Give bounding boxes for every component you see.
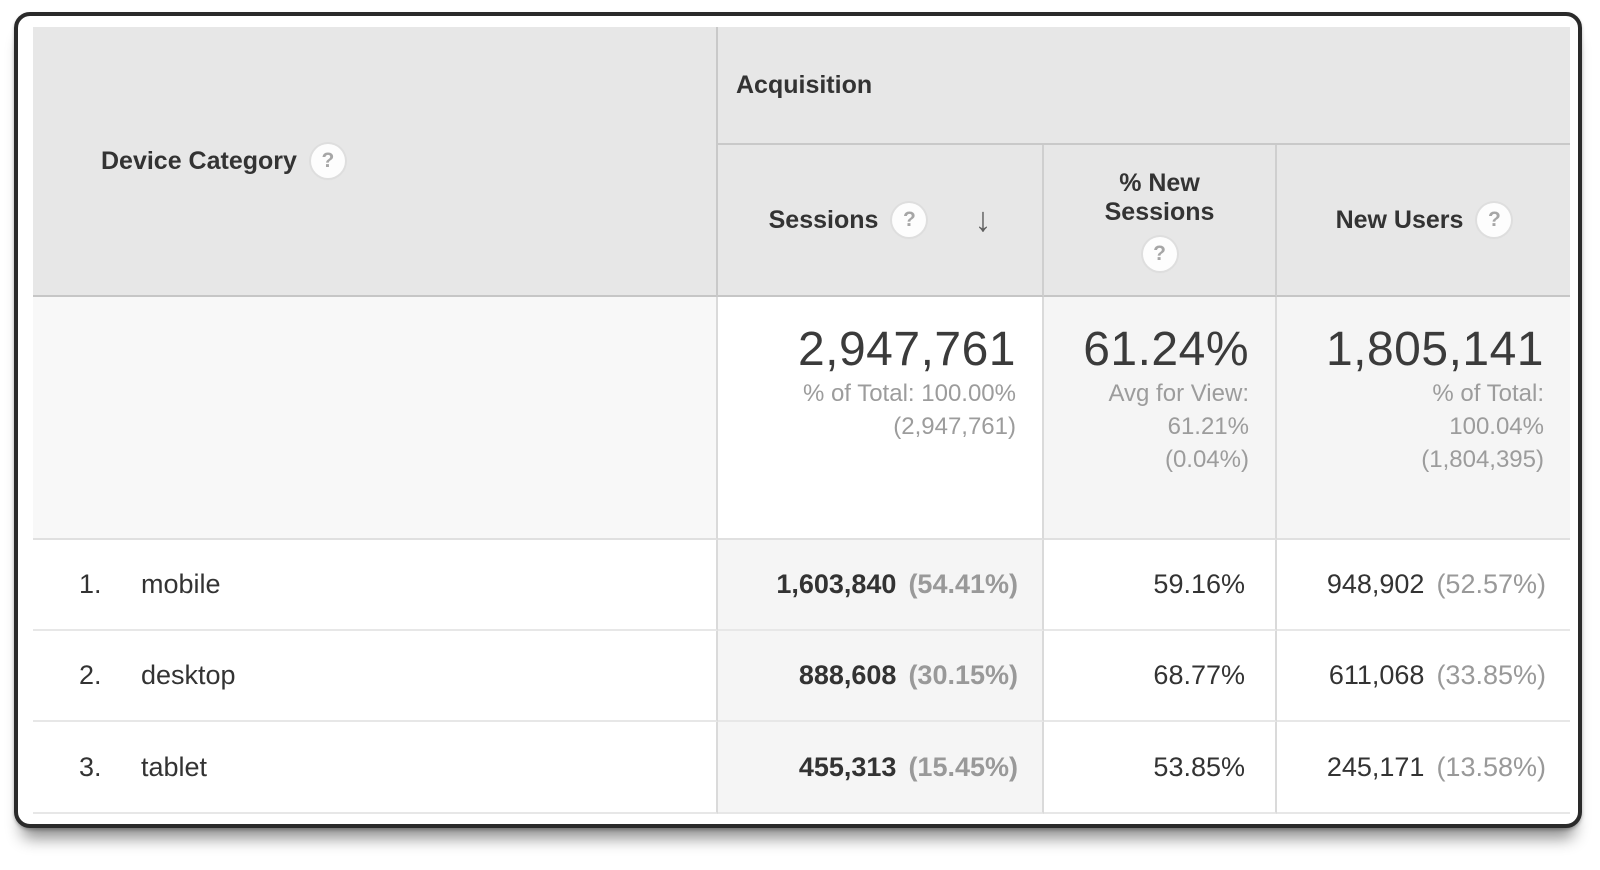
- sessions-percent: (15.45%): [908, 751, 1018, 782]
- summary-new-users-cell: 1,805,141 % of Total: 100.04% (1,804,395…: [1277, 297, 1570, 540]
- sessions-cell: 455,313 (15.45%): [718, 722, 1044, 814]
- summary-dimension-cell: [33, 297, 718, 540]
- pct-new-sessions-total-subtext: (0.04%): [1164, 445, 1249, 473]
- group-header-acquisition: Acquisition: [718, 27, 1570, 145]
- pct-new-sessions-value: 59.16%: [1153, 569, 1245, 599]
- column-header-device-category[interactable]: Device Category ?: [33, 27, 718, 297]
- pct-new-sessions-total-value: 61.24%: [1083, 323, 1249, 376]
- new-users-total-value: 1,805,141: [1325, 323, 1544, 376]
- new-users-total-subtext: (1,804,395): [1421, 445, 1544, 473]
- pct-new-sessions-cell: 53.85%: [1044, 722, 1277, 814]
- new-users-value: 611,068: [1328, 660, 1425, 690]
- new-users-cell: 948,902 (52.57%): [1277, 540, 1570, 631]
- help-icon[interactable]: ?: [310, 144, 345, 178]
- table-row-dimension: 3. tablet: [33, 722, 718, 814]
- device-label: tablet: [141, 751, 208, 782]
- pct-new-sessions-value: 53.85%: [1153, 751, 1245, 782]
- new-users-cell: 611,068 (33.85%): [1277, 631, 1570, 722]
- sessions-cell: 1,603,840 (54.41%): [718, 540, 1044, 631]
- pct-new-sessions-cell: 59.16%: [1044, 540, 1277, 631]
- summary-pct-new-sessions-cell: 61.24% Avg for View: 61.21% (0.04%): [1044, 297, 1277, 540]
- new-users-total-subtext: 100.04%: [1449, 412, 1544, 440]
- help-glyph: ?: [1488, 208, 1501, 231]
- new-users-cell: 245,171 (13.58%): [1277, 722, 1570, 814]
- new-users-value: 245,171: [1326, 751, 1425, 782]
- sessions-value: 888,608: [798, 660, 897, 690]
- device-category-report-table: Device Category ? Acquisition Sessions ?…: [33, 27, 1570, 814]
- summary-sessions-cell: 2,947,761 % of Total: 100.00% (2,947,761…: [718, 297, 1044, 540]
- pct-new-sessions-value: 68.77%: [1153, 660, 1245, 690]
- sessions-value: 455,313: [798, 751, 897, 782]
- sessions-total-subtext: (2,947,761): [893, 412, 1016, 440]
- pct-new-sessions-total-subtext: 61.21%: [1167, 412, 1249, 440]
- acquisition-header-label: Acquisition: [736, 70, 873, 99]
- help-glyph: ?: [902, 208, 916, 231]
- table-row-dimension: 1. mobile: [33, 540, 718, 631]
- help-glyph: ?: [1153, 241, 1166, 265]
- sessions-value: 1,603,840: [776, 569, 897, 599]
- column-header-pct-new-sessions[interactable]: % New Sessions ?: [1044, 145, 1277, 297]
- report-card: Device Category ? Acquisition Sessions ?…: [14, 12, 1582, 828]
- column-header-sessions[interactable]: Sessions ? ↓: [718, 145, 1044, 297]
- sessions-cell: 888,608 (30.15%): [718, 631, 1044, 722]
- new-users-value: 948,902: [1326, 569, 1425, 599]
- help-icon[interactable]: ?: [892, 203, 927, 237]
- help-glyph: ?: [321, 149, 335, 172]
- new-users-header-label: New Users: [1335, 205, 1464, 234]
- table-row-dimension: 2. desktop: [33, 631, 718, 722]
- sessions-header-label: Sessions: [768, 205, 879, 234]
- sort-descending-icon: ↓: [974, 201, 992, 239]
- device-label: desktop: [141, 660, 236, 690]
- sessions-percent: (54.41%): [908, 569, 1018, 599]
- sessions-percent: (30.15%): [908, 660, 1018, 690]
- new-users-percent: (52.57%): [1436, 569, 1546, 599]
- sessions-total-subtext: % of Total: 100.00%: [802, 379, 1016, 407]
- new-users-percent: (33.85%): [1436, 660, 1546, 690]
- new-users-percent: (13.58%): [1436, 751, 1546, 782]
- help-icon[interactable]: ?: [1142, 236, 1177, 271]
- row-index: 1.: [79, 569, 102, 599]
- row-index: 2.: [79, 660, 102, 690]
- new-users-total-subtext: % of Total:: [1432, 379, 1544, 407]
- pct-new-sessions-header-label: % New Sessions: [1104, 169, 1215, 226]
- row-index: 3.: [79, 751, 102, 782]
- device-label: mobile: [141, 569, 221, 599]
- pct-new-sessions-total-subtext: Avg for View:: [1108, 379, 1249, 407]
- help-icon[interactable]: ?: [1477, 203, 1512, 237]
- column-header-new-users[interactable]: New Users ?: [1277, 145, 1570, 297]
- sessions-total-value: 2,947,761: [797, 323, 1016, 376]
- pct-new-sessions-cell: 68.77%: [1044, 631, 1277, 722]
- device-category-header-label: Device Category: [101, 146, 297, 175]
